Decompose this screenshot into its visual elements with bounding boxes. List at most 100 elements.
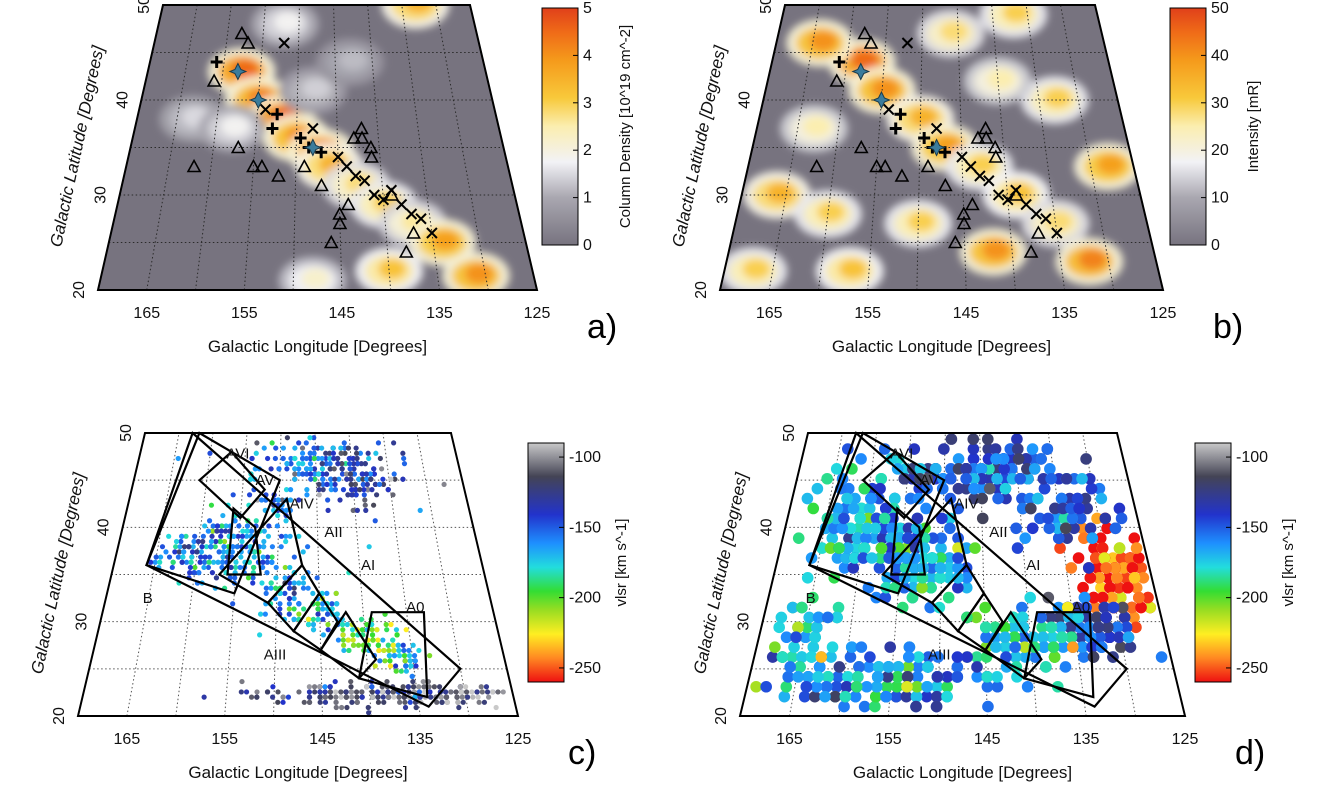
velocity-point bbox=[358, 616, 365, 622]
velocity-point bbox=[1095, 581, 1107, 594]
region-boxes bbox=[807, 431, 1129, 708]
velocity-point bbox=[319, 445, 325, 451]
velocity-point bbox=[807, 591, 819, 604]
velocity-point bbox=[826, 532, 839, 544]
velocity-point bbox=[304, 466, 310, 472]
triangle-marker bbox=[853, 139, 869, 154]
cloud-core bbox=[982, 240, 1011, 260]
y-axis-title: Galactic Latitude [Degrees] bbox=[669, 43, 730, 249]
velocity-point bbox=[901, 532, 914, 544]
velocity-point bbox=[333, 694, 339, 700]
velocity-point bbox=[323, 450, 329, 456]
velocity-point bbox=[968, 482, 980, 495]
velocity-point bbox=[210, 523, 216, 529]
region-label: AIV bbox=[954, 495, 978, 512]
velocity-point bbox=[848, 552, 861, 564]
velocity-point bbox=[348, 684, 354, 690]
velocity-point bbox=[392, 476, 398, 482]
velocity-point bbox=[322, 699, 329, 705]
velocity-point bbox=[286, 585, 293, 591]
cloud-core bbox=[909, 107, 938, 127]
velocity-point bbox=[269, 554, 275, 560]
velocity-point bbox=[184, 559, 190, 565]
velocity-point bbox=[1038, 482, 1051, 495]
velocity-point bbox=[1155, 651, 1168, 663]
velocity-point bbox=[943, 562, 956, 574]
velocity-point bbox=[1065, 502, 1077, 515]
velocity-point bbox=[1011, 542, 1024, 554]
velocity-point bbox=[283, 518, 289, 524]
velocity-point bbox=[481, 699, 488, 705]
velocity-point bbox=[1107, 552, 1119, 564]
velocity-point bbox=[212, 544, 218, 550]
triangle-marker bbox=[956, 215, 972, 230]
velocity-point bbox=[1051, 522, 1064, 535]
velocity-point bbox=[879, 502, 892, 515]
velocity-point bbox=[300, 549, 306, 555]
velocity-point bbox=[391, 653, 398, 659]
velocity-point bbox=[205, 528, 211, 534]
velocity-point bbox=[333, 590, 339, 596]
velocity-point bbox=[1009, 641, 1021, 653]
velocity-point bbox=[369, 689, 375, 695]
map-frame bbox=[718, 4, 1165, 291]
velocity-point bbox=[944, 472, 957, 485]
velocity-point bbox=[1046, 631, 1059, 644]
velocity-point bbox=[875, 472, 888, 485]
velocity-point bbox=[868, 532, 881, 544]
region-box bbox=[197, 450, 267, 520]
velocity-point bbox=[478, 684, 484, 690]
velocity-point bbox=[863, 502, 876, 515]
colorbar-tick-label: -200 bbox=[1236, 590, 1268, 607]
velocity-point bbox=[291, 595, 297, 602]
velocity-point bbox=[1008, 631, 1021, 644]
velocity-point bbox=[208, 538, 215, 545]
velocity-point bbox=[393, 668, 399, 674]
velocity-point bbox=[1091, 562, 1104, 574]
triangle-marker bbox=[406, 225, 421, 239]
velocity-point bbox=[350, 632, 356, 638]
velocity-point bbox=[261, 528, 267, 534]
velocity-point bbox=[960, 572, 973, 584]
velocity-point bbox=[403, 668, 410, 674]
velocity-point bbox=[1045, 472, 1057, 485]
velocity-point bbox=[198, 549, 204, 555]
velocity-point bbox=[343, 471, 350, 477]
region-label: AI bbox=[1026, 557, 1040, 574]
velocity-point bbox=[458, 689, 464, 695]
velocity-point bbox=[891, 671, 904, 683]
velocity-point bbox=[350, 461, 357, 467]
velocity-point bbox=[312, 476, 318, 482]
velocity-point bbox=[1061, 601, 1074, 614]
velocity-point bbox=[802, 671, 814, 683]
plus-marker bbox=[315, 146, 328, 159]
y-tick-label: 30 bbox=[736, 613, 753, 631]
velocity-point bbox=[831, 611, 843, 624]
velocity-point bbox=[976, 512, 989, 525]
velocity-point bbox=[836, 522, 849, 535]
velocity-point bbox=[1084, 522, 1097, 535]
region-label: AV bbox=[255, 472, 274, 489]
velocity-point bbox=[320, 476, 326, 482]
velocity-point bbox=[202, 554, 208, 560]
velocity-point bbox=[354, 699, 360, 705]
velocity-point bbox=[486, 694, 492, 700]
velocity-point bbox=[381, 699, 387, 705]
velocity-point bbox=[349, 694, 355, 700]
velocity-point bbox=[346, 647, 352, 654]
velocity-point bbox=[849, 690, 862, 703]
velocity-point bbox=[237, 564, 243, 571]
velocity-point bbox=[339, 621, 346, 628]
velocity-point bbox=[240, 528, 246, 534]
velocity-point bbox=[254, 689, 260, 695]
velocity-point bbox=[908, 443, 921, 455]
velocity-point bbox=[239, 678, 245, 685]
velocity-point bbox=[307, 450, 313, 456]
velocity-point bbox=[213, 538, 219, 545]
velocity-point bbox=[952, 552, 964, 564]
velocity-point bbox=[1135, 601, 1147, 614]
triangle-marker bbox=[398, 244, 414, 258]
velocity-point bbox=[455, 699, 461, 705]
velocity-point bbox=[317, 694, 323, 700]
velocity-point bbox=[266, 523, 272, 529]
